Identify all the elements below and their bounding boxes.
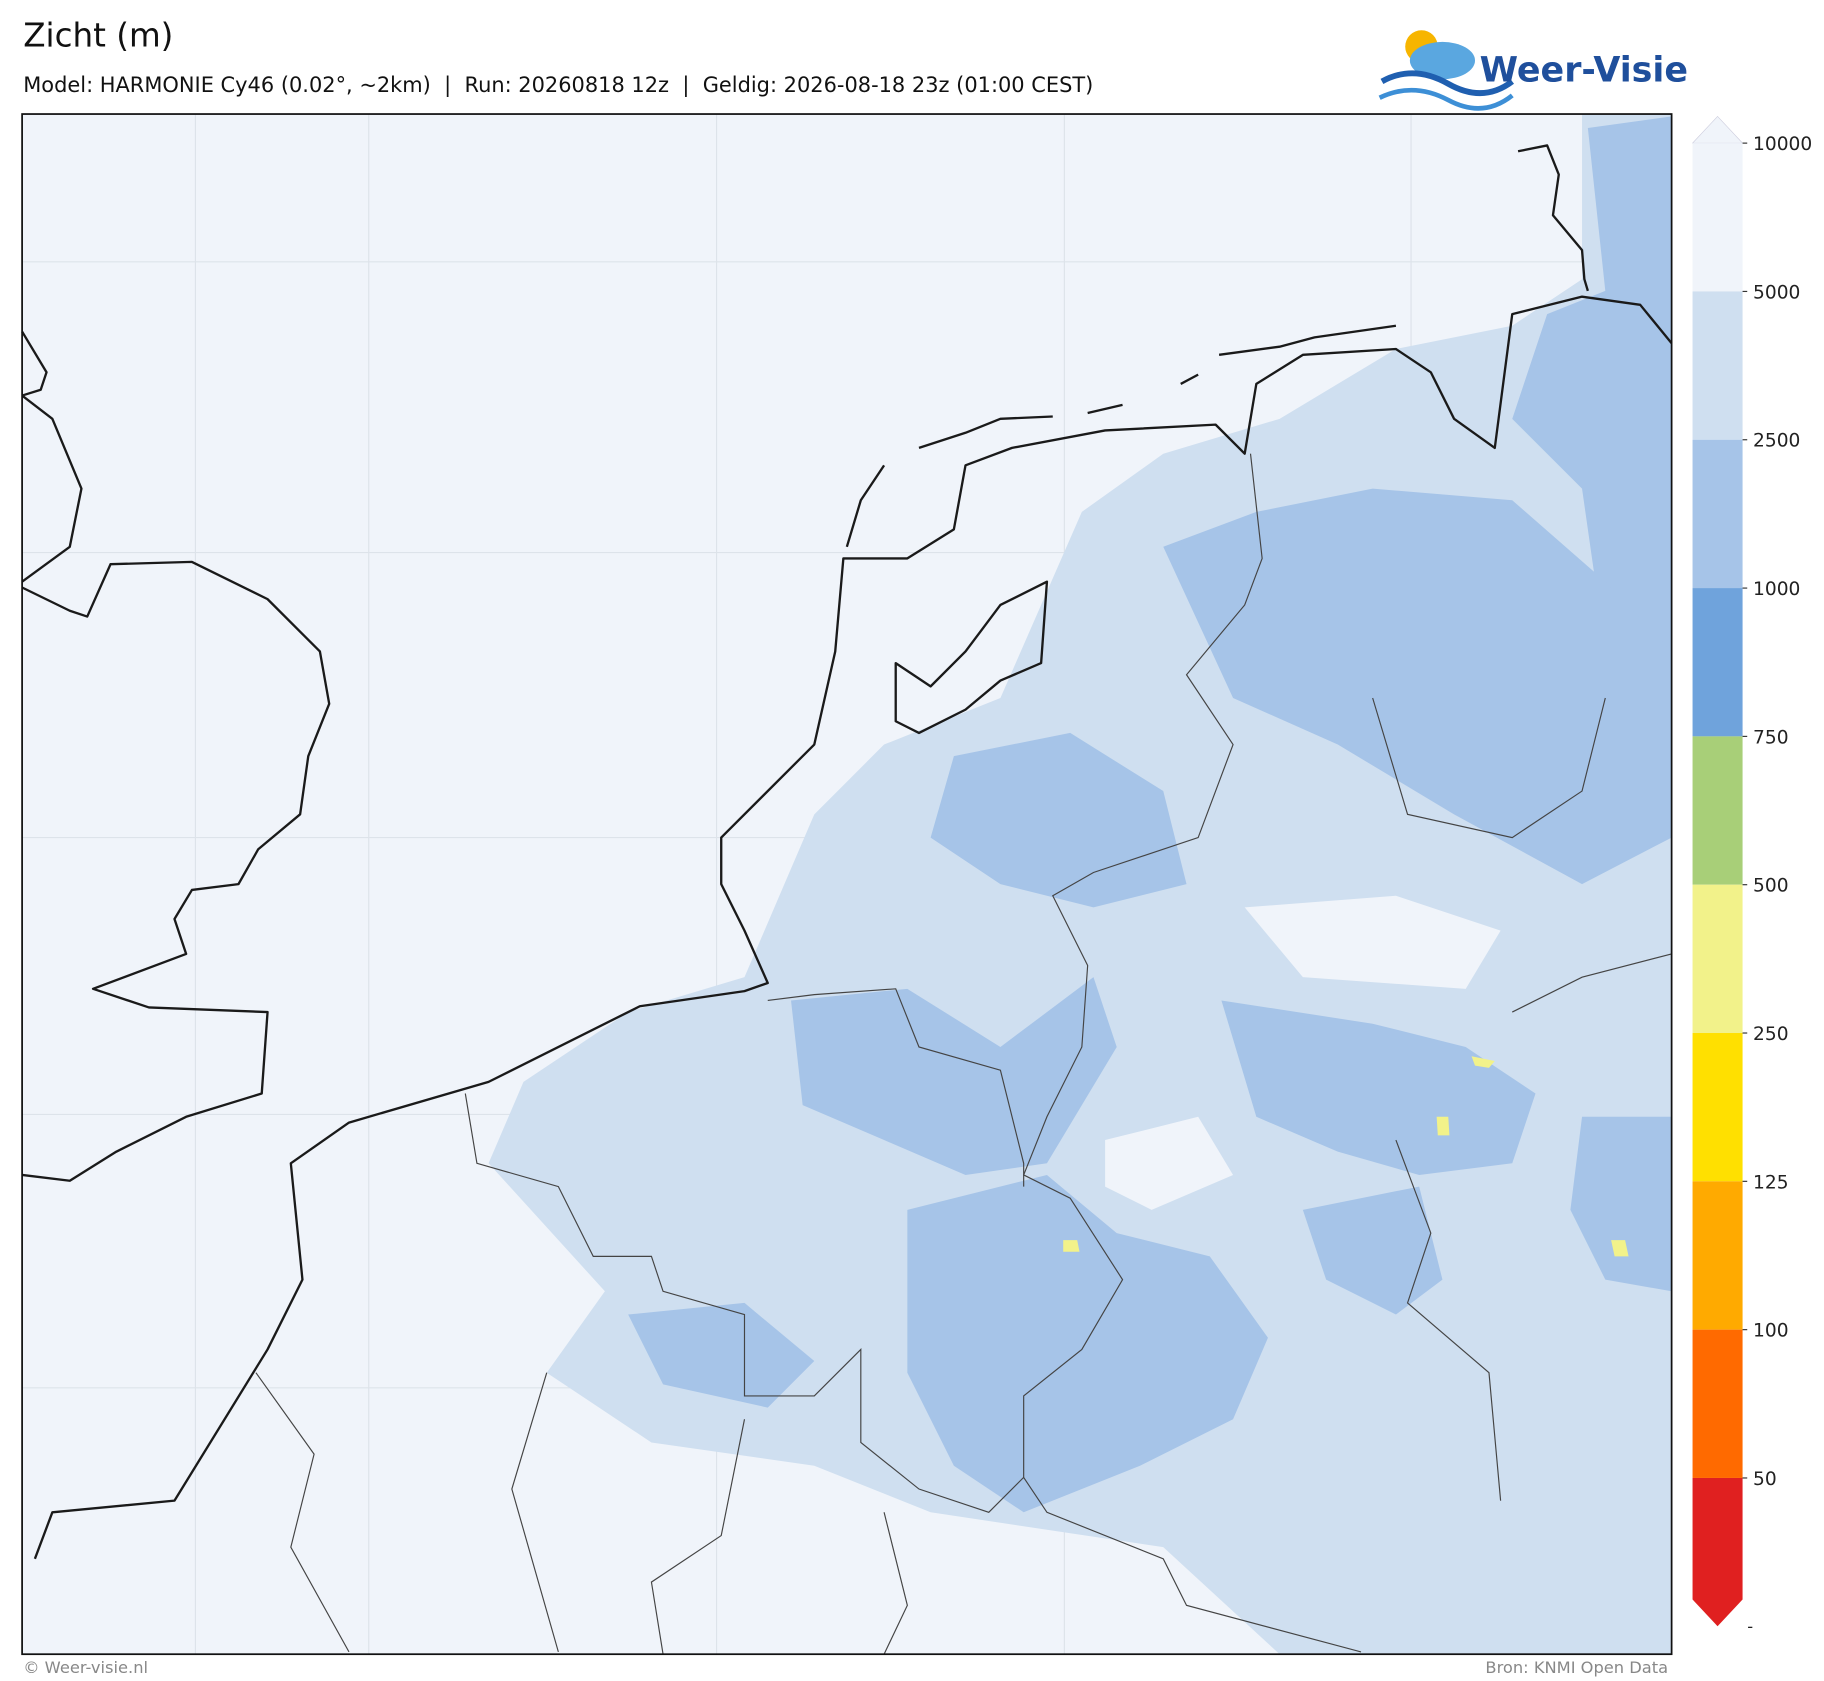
footer-right: Bron: KNMI Open Data (1485, 1658, 1668, 1677)
colorbar-tick-label: 5000 (1753, 282, 1800, 303)
colorbar-tick-label: 1000 (1753, 579, 1800, 600)
colorbar: 10000 5000 2500 1000 750 500 250 125 100 50 - (1691, 115, 1812, 1636)
colorbar-tick-label: 10000 (1753, 134, 1812, 155)
colorbar-segment (1692, 143, 1743, 292)
colorbar-segment (1692, 291, 1743, 440)
colorbar-segment (1692, 439, 1743, 589)
map-frame (21, 113, 1673, 1656)
footer-left: © Weer-visie.nl (23, 1658, 148, 1677)
colorbar-tick-label: 50 (1753, 1469, 1777, 1490)
colorbar-extend-top (1691, 115, 1744, 144)
title: Zicht (m) (23, 17, 173, 55)
colorbar-bottom-label: - (1747, 1617, 1753, 1636)
map (21, 113, 1673, 1656)
colorbar-extend-bottom (1692, 1477, 1743, 1627)
colorbar-tick-label: 100 (1753, 1321, 1789, 1342)
colorbar-segment (1692, 1181, 1743, 1330)
colorbar-tick-label: 500 (1753, 876, 1789, 897)
colorbar-segment (1692, 588, 1743, 737)
borders (255, 453, 1672, 1655)
colorbar-tick-label: 125 (1753, 1172, 1789, 1193)
coastlines (21, 144, 1673, 1560)
colorbar-tick-label: 750 (1753, 727, 1789, 748)
colorbar-segment (1692, 736, 1743, 885)
colorbar-tick-label: 2500 (1753, 431, 1800, 452)
visibility-field (488, 114, 1672, 1655)
logo: Weer-Visie (1378, 30, 1688, 111)
logo-text: Weer-Visie (1480, 50, 1688, 90)
colorbar-segment (1692, 884, 1743, 1034)
colorbar-tick-label: 250 (1753, 1024, 1789, 1045)
colorbar-segment (1692, 1329, 1743, 1478)
subtitle: Model: HARMONIE Cy46 (0.02°, ~2km) | Run… (23, 73, 1093, 98)
colorbar-segment (1692, 1033, 1743, 1182)
